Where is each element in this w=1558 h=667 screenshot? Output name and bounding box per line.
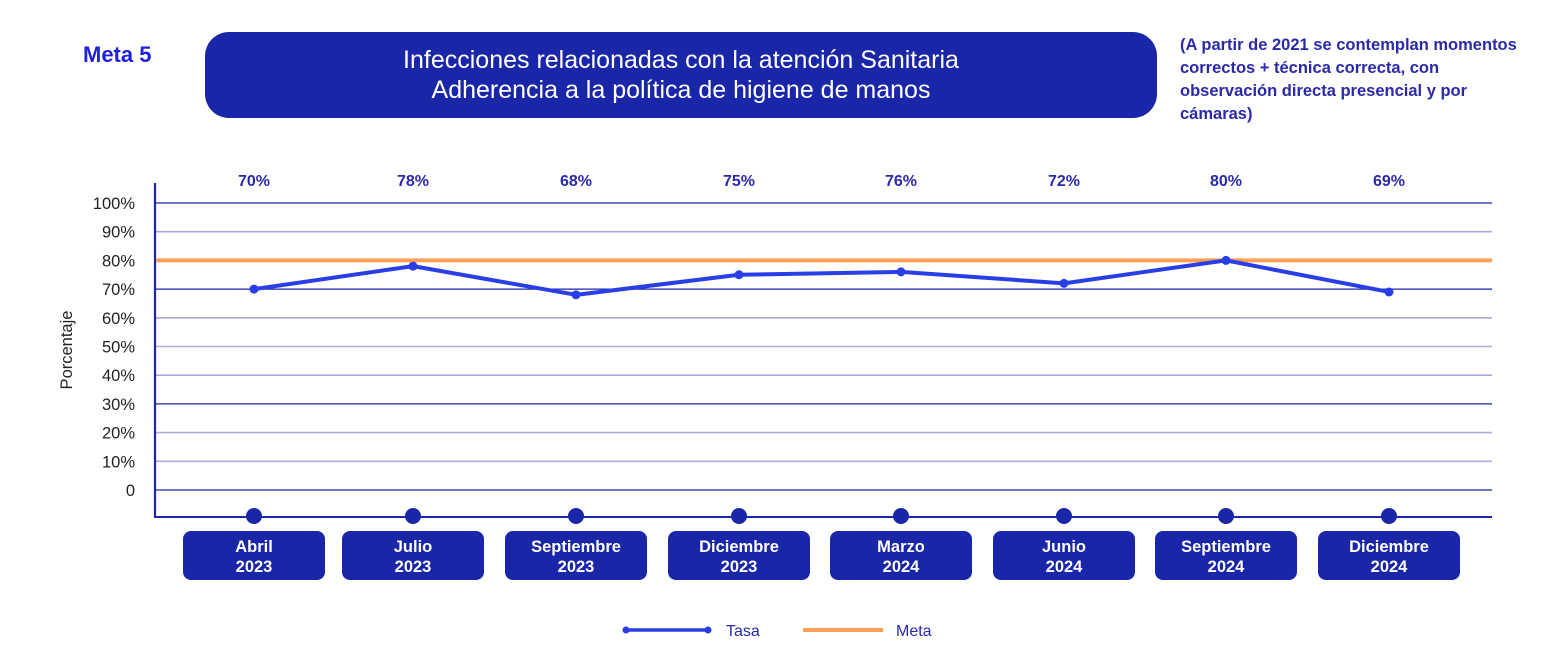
- data-point: [249, 284, 259, 294]
- legend-swatch-tasa-start: [622, 626, 630, 634]
- timeline-marker: [731, 508, 747, 524]
- x-tick-label-month: Diciembre: [699, 538, 779, 556]
- title-banner: Infecciones relacionadas con la atención…: [205, 32, 1157, 118]
- x-tick-label-year: 2023: [721, 558, 758, 576]
- legend-label-meta: Meta: [896, 623, 932, 640]
- data-point: [1221, 255, 1231, 265]
- x-tick-label-year: 2023: [236, 558, 273, 576]
- x-tick-label-month: Julio: [394, 538, 433, 556]
- meta-label: Meta 5: [83, 42, 152, 67]
- data-label: 69%: [1373, 173, 1405, 190]
- y-tick-label: 70%: [102, 281, 135, 299]
- timeline-marker: [405, 508, 421, 524]
- category-box: [993, 531, 1135, 580]
- data-label: 70%: [238, 173, 270, 190]
- data-label: 78%: [397, 173, 429, 190]
- x-tick-label-month: Septiembre: [1181, 538, 1271, 556]
- methodology-note: (A partir de 2021 se contemplan momentos…: [1180, 36, 1517, 123]
- x-tick-label-month: Septiembre: [531, 538, 621, 556]
- data-point: [896, 267, 906, 277]
- data-label: 75%: [723, 173, 755, 190]
- data-point: [1059, 278, 1069, 288]
- x-tick-label-year: 2023: [558, 558, 595, 576]
- y-tick-label: 80%: [102, 252, 135, 270]
- x-tick-label-year: 2024: [1046, 558, 1084, 576]
- data-point: [408, 261, 418, 271]
- data-point: [571, 290, 581, 300]
- x-tick-label-year: 2023: [395, 558, 432, 576]
- timeline-marker: [568, 508, 584, 524]
- y-tick-label: 0: [126, 482, 135, 500]
- x-tick-label-year: 2024: [883, 558, 921, 576]
- timeline-marker: [1056, 508, 1072, 524]
- timeline-marker: [1218, 508, 1234, 524]
- x-tick-label-month: Marzo: [877, 538, 925, 556]
- category-box: [342, 531, 484, 580]
- y-tick-label: 90%: [102, 224, 135, 242]
- y-tick-label: 100%: [93, 195, 136, 213]
- category-box: [183, 531, 325, 580]
- y-tick-label: 10%: [102, 453, 135, 471]
- y-tick-label: 60%: [102, 310, 135, 328]
- timeline-marker: [893, 508, 909, 524]
- y-tick-label: 40%: [102, 367, 135, 385]
- legend-label-tasa: Tasa: [726, 623, 760, 640]
- y-axis-label: Porcentaje: [58, 311, 76, 390]
- y-tick-label: 30%: [102, 396, 135, 414]
- x-tick-label-month: Abril: [235, 538, 273, 556]
- chart-title: Infecciones relacionadas con la atención…: [403, 46, 959, 74]
- data-point: [1384, 287, 1394, 297]
- legend-swatch-tasa-end: [704, 626, 712, 634]
- data-label: 80%: [1210, 173, 1242, 190]
- category-box: [830, 531, 972, 580]
- chart-subtitle: Adherencia a la política de higiene de m…: [431, 76, 931, 104]
- category-box: [505, 531, 647, 580]
- x-tick-label-year: 2024: [1208, 558, 1246, 576]
- data-label: 76%: [885, 173, 917, 190]
- series-line-tasa: [253, 258, 1390, 297]
- y-tick-label: 50%: [102, 339, 135, 357]
- data-point: [734, 270, 744, 280]
- category-box: [1155, 531, 1297, 580]
- timeline-marker: [1381, 508, 1397, 524]
- category-box: [1318, 531, 1460, 580]
- data-label: 68%: [560, 173, 592, 190]
- x-tick-label-month: Diciembre: [1349, 538, 1429, 556]
- data-label: 72%: [1048, 173, 1080, 190]
- x-tick-label-month: Junio: [1042, 538, 1086, 556]
- timeline-marker: [246, 508, 262, 524]
- x-tick-label-year: 2024: [1371, 558, 1409, 576]
- y-tick-label: 20%: [102, 425, 135, 443]
- category-box: [668, 531, 810, 580]
